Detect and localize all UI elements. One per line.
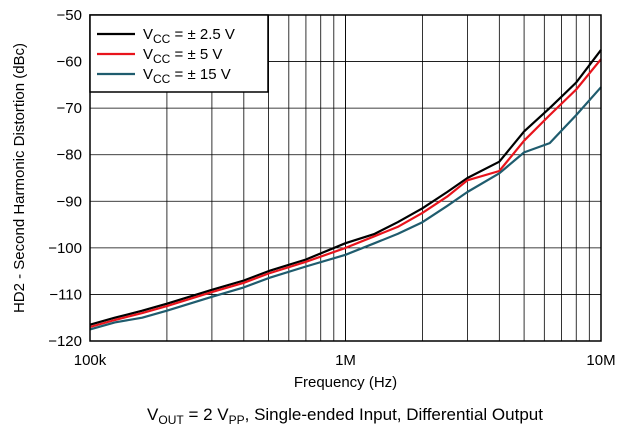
y-tick-label: −70	[57, 100, 82, 117]
plot-frame	[89, 14, 602, 342]
y-tick-labels: −50 −60 −70 −80 −90 −100 −110 −120	[48, 7, 82, 350]
legend-label-rest: = ± 2.5 V	[170, 26, 235, 43]
legend-label-sub: CC	[153, 52, 171, 66]
y-axis-title: HD2 - Second Harmonic Distortion (dBc)	[11, 43, 28, 313]
note-pp: PP	[229, 413, 245, 427]
legend-label-sub: CC	[153, 32, 171, 46]
legend-box	[89, 14, 269, 93]
series-line-3	[89, 86, 602, 331]
y-tick-label: −50	[57, 7, 82, 24]
y-tick-label: −120	[48, 333, 82, 350]
series-line-1	[89, 49, 602, 326]
y-tick-label: −90	[57, 193, 82, 210]
legend-label-1: VCC = ± 2.5 V	[143, 26, 235, 46]
y-tick-label: −110	[49, 286, 82, 303]
note-v: V	[147, 405, 159, 424]
y-tick-label: −80	[57, 147, 82, 164]
note-out: OUT	[158, 413, 184, 427]
series-layer	[89, 49, 602, 331]
note-mid: = 2 V	[184, 405, 230, 424]
legend-label-sub: CC	[153, 72, 171, 86]
condition-note: VOUT = 2 VPP, Single-ended Input, Differ…	[147, 405, 543, 427]
x-axis-title: Frequency (Hz)	[294, 374, 397, 391]
series-line-2	[89, 58, 602, 329]
x-tick-label: 1M	[335, 352, 356, 369]
x-tick-labels: 100k 1M 10M	[74, 352, 616, 369]
y-tick-label: −60	[57, 54, 82, 71]
legend-label-main: V	[143, 66, 153, 83]
legend-label-main: V	[143, 46, 153, 63]
legend-label-2: VCC = ± 5 V	[143, 46, 222, 66]
legend-label-main: V	[143, 26, 153, 43]
x-tick-label: 10M	[586, 352, 615, 369]
legend-label-rest: = ± 5 V	[170, 46, 222, 63]
x-tick-label: 100k	[74, 352, 107, 369]
legend-label-3: VCC = ± 15 V	[143, 66, 231, 86]
legend-label-rest: = ± 15 V	[170, 66, 230, 83]
note-rest: , Single-ended Input, Differential Outpu…	[245, 405, 544, 424]
y-tick-label: −100	[48, 240, 82, 257]
